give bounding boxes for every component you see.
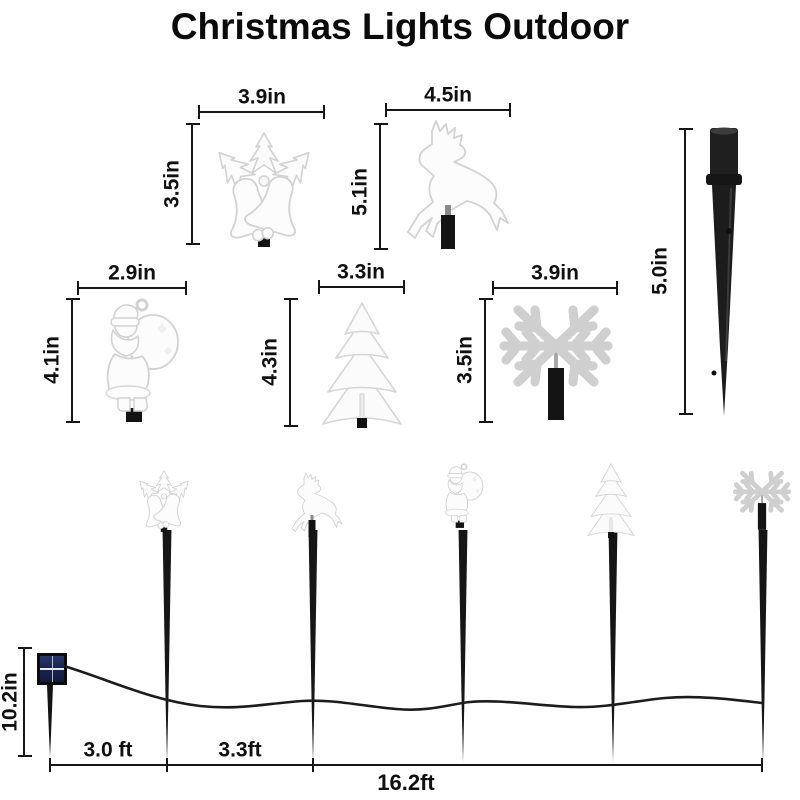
solar-panel <box>37 653 67 685</box>
reindeer-icon-small <box>282 470 344 538</box>
tree-icon <box>320 300 404 428</box>
tree-width-dimension-line <box>318 280 405 294</box>
spike-height-label: 5.0in <box>648 247 672 295</box>
spike-icon <box>700 126 748 418</box>
page-title: Christmas Lights Outdoor <box>170 6 630 47</box>
solar-cells <box>40 656 64 682</box>
solar-panel-height-dimension-line <box>18 647 32 757</box>
reindeer-width-label: 4.5in <box>424 83 472 107</box>
total-length-label: 16.2ft <box>377 770 435 795</box>
santa-icon <box>96 296 184 424</box>
spike-height-dimension-line <box>679 128 693 415</box>
snowflake-height-dimension-line <box>479 298 493 423</box>
tree-width-label: 3.3in <box>337 260 385 284</box>
snowflake-height-label: 3.5in <box>453 336 477 384</box>
snowflake-icon <box>494 296 618 428</box>
solar-panel-stake <box>47 685 53 757</box>
tick-mark-stake-2 <box>312 758 314 772</box>
santa-height-dimension-line <box>66 298 80 423</box>
bell-width-label: 3.9in <box>238 85 286 109</box>
santa-height-label: 4.1in <box>40 336 64 384</box>
bell-width-dimension-line <box>198 105 325 119</box>
santa-width-dimension-line <box>77 281 187 295</box>
stake-spacing-label: 3.3ft <box>218 738 262 762</box>
tick-mark-stake-1 <box>166 758 168 772</box>
santa-width-label: 2.9in <box>108 261 156 285</box>
total-length-dimension-line <box>49 758 763 772</box>
bell-height-label: 3.5in <box>160 160 184 208</box>
reindeer-height-dimension-line <box>374 123 388 250</box>
santa-icon-small <box>440 462 486 529</box>
snowflake-width-dimension-line <box>492 281 618 295</box>
tree-icon-small <box>586 462 636 538</box>
bells-icon-small <box>136 464 192 532</box>
wire <box>63 664 763 711</box>
bells-icon <box>212 121 316 247</box>
bell-height-dimension-line <box>186 123 200 245</box>
reindeer-icon <box>388 115 512 251</box>
reindeer-width-dimension-line <box>385 103 511 117</box>
reindeer-height-label: 5.1in <box>348 168 372 216</box>
tree-height-dimension-line <box>284 298 298 427</box>
tree-height-label: 4.3in <box>258 338 282 386</box>
panel-to-first-stake-label: 3.0 ft <box>83 738 133 762</box>
snowflake-icon-small <box>730 466 794 534</box>
snowflake-width-label: 3.9in <box>531 261 579 285</box>
